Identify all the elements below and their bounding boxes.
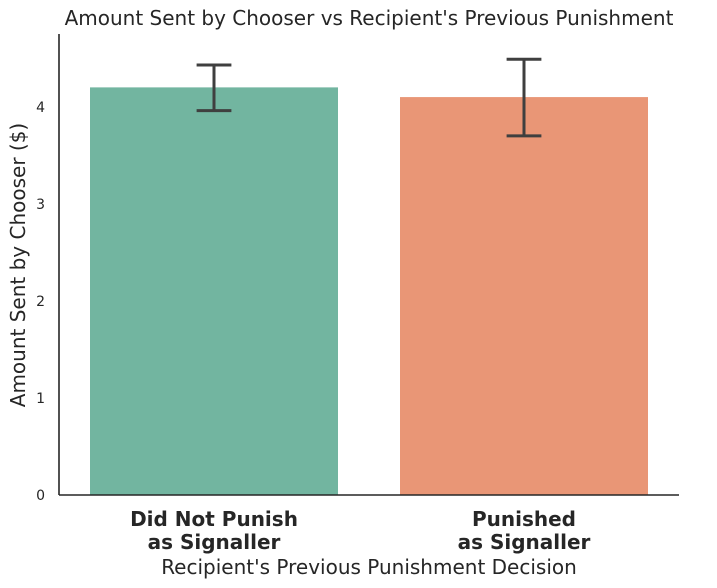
- x-tick-label-1-line-1: Did Not Punish: [130, 507, 298, 531]
- y-tick-label-3: 3: [36, 197, 45, 213]
- y-axis-label: Amount Sent by Chooser ($): [6, 123, 30, 407]
- bar-1: [90, 87, 338, 496]
- bar-2: [400, 97, 648, 495]
- x-tick-label-2-line-2: as Signaller: [458, 530, 591, 554]
- y-tick-label-1: 1: [36, 391, 45, 407]
- chart-title: Amount Sent by Chooser vs Recipient's Pr…: [65, 6, 674, 30]
- y-axis: 0 1 2 3 4: [36, 34, 60, 504]
- error-bar-1: [196, 63, 232, 113]
- x-tick-label-1-line-2: as Signaller: [148, 530, 281, 554]
- x-tick-label-2-line-1: Punished: [472, 507, 576, 531]
- error-bar-2: [506, 57, 542, 138]
- y-tick-label-4: 4: [36, 100, 45, 116]
- y-tick-label-0: 0: [36, 488, 45, 504]
- x-axis-label: Recipient's Previous Punishment Decision: [161, 555, 577, 579]
- plot-area: [90, 57, 648, 496]
- y-tick-label-2: 2: [36, 294, 45, 310]
